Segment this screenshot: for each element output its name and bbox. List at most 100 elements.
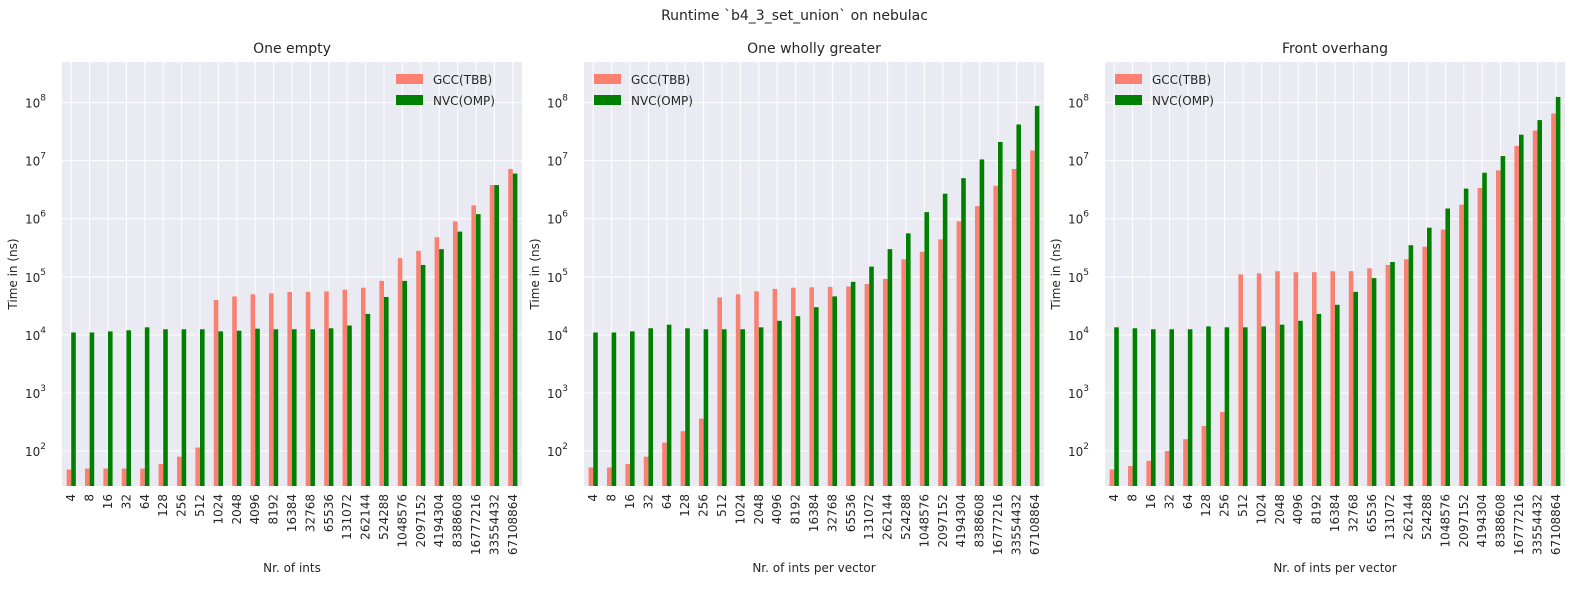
bar-nvc-omp bbox=[1316, 313, 1322, 486]
x-tick-label: 128 bbox=[678, 494, 692, 517]
y-tick-exponent: 6 bbox=[1083, 210, 1089, 220]
legend-label: GCC(TBB) bbox=[433, 73, 492, 87]
bar-gcc-tbb bbox=[1312, 272, 1317, 486]
bar-nvc-omp bbox=[1427, 227, 1432, 486]
bar-nvc-omp bbox=[1555, 96, 1561, 487]
subplot-title: One wholly greater bbox=[747, 41, 881, 57]
x-tick-label: 128 bbox=[156, 494, 170, 517]
bar-nvc-omp bbox=[648, 328, 653, 486]
bar-nvc-omp bbox=[703, 329, 709, 486]
bar-gcc-tbb bbox=[1551, 113, 1556, 486]
y-axis-label: Time in (ns) bbox=[6, 238, 20, 310]
y-tick-exponent: 8 bbox=[562, 94, 568, 104]
bar-gcc-tbb bbox=[680, 431, 686, 486]
bar-gcc-tbb bbox=[85, 468, 90, 486]
bar-gcc-tbb bbox=[158, 463, 164, 486]
bar-gcc-tbb bbox=[827, 286, 833, 486]
x-tick-label: 4 bbox=[64, 494, 78, 502]
bar-nvc-omp bbox=[630, 331, 635, 486]
bar-gcc-tbb bbox=[643, 456, 649, 486]
x-tick-label: 131072 bbox=[1383, 494, 1397, 540]
bar-gcc-tbb bbox=[195, 447, 200, 486]
bar-gcc-tbb bbox=[1238, 274, 1243, 486]
legend-label: NVC(OMP) bbox=[1152, 94, 1214, 108]
x-tick-label: 8388608 bbox=[973, 494, 987, 547]
y-tick-exponent: 4 bbox=[562, 326, 568, 336]
bar-nvc-omp bbox=[273, 329, 279, 486]
y-tick-exponent: 5 bbox=[40, 268, 46, 278]
bar-gcc-tbb bbox=[625, 463, 630, 486]
bar-gcc-tbb bbox=[324, 291, 329, 486]
x-tick-label: 1048576 bbox=[1438, 494, 1452, 547]
bar-gcc-tbb bbox=[846, 286, 851, 486]
bar-nvc-omp bbox=[961, 178, 966, 486]
y-tick-exponent: 2 bbox=[1083, 442, 1089, 452]
subplot-title: One empty bbox=[253, 41, 331, 57]
bar-nvc-omp bbox=[611, 332, 617, 486]
y-tick-label: 104 bbox=[25, 326, 46, 343]
bar-gcc-tbb bbox=[717, 297, 722, 486]
x-tick-label: 8 bbox=[605, 494, 619, 502]
bar-nvc-omp bbox=[869, 266, 874, 486]
x-tick-label: 2097152 bbox=[936, 494, 950, 547]
bar-nvc-omp bbox=[906, 233, 911, 486]
x-tick-label: 524288 bbox=[1420, 494, 1434, 540]
bar-nvc-omp bbox=[310, 329, 315, 486]
y-tick-exponent: 8 bbox=[1083, 94, 1089, 104]
bar-nvc-omp bbox=[218, 331, 223, 486]
bar-nvc-omp bbox=[666, 324, 672, 486]
legend-swatch bbox=[396, 74, 423, 84]
bar-gcc-tbb bbox=[754, 291, 759, 486]
bar-nvc-omp bbox=[1034, 105, 1040, 486]
bar-gcc-tbb bbox=[361, 287, 366, 486]
y-tick-exponent: 6 bbox=[40, 210, 46, 220]
y-axis-label: Time in (ns) bbox=[1049, 238, 1063, 310]
bar-nvc-omp bbox=[1408, 245, 1414, 486]
x-tick-label: 32768 bbox=[1346, 494, 1360, 532]
bar-nvc-omp bbox=[1335, 304, 1340, 486]
bar-nvc-omp bbox=[347, 325, 352, 486]
y-tick-label: 106 bbox=[547, 210, 568, 227]
bar-gcc-tbb bbox=[1477, 187, 1483, 486]
x-tick-label: 64 bbox=[1181, 494, 1195, 509]
y-tick-label: 107 bbox=[547, 152, 568, 169]
x-tick-label: 131072 bbox=[862, 494, 876, 540]
x-tick-label: 16777216 bbox=[991, 494, 1005, 555]
x-tick-label: 32 bbox=[1162, 494, 1176, 509]
x-tick-label: 16777216 bbox=[1512, 494, 1526, 555]
x-tick-label: 524288 bbox=[899, 494, 913, 540]
x-tick-label: 2048 bbox=[230, 494, 244, 525]
x-tick-label: 524288 bbox=[377, 494, 391, 540]
y-tick-exponent: 7 bbox=[1083, 152, 1089, 162]
legend-label: NVC(OMP) bbox=[433, 94, 495, 108]
x-tick-label: 262144 bbox=[881, 494, 895, 540]
bar-nvc-omp bbox=[402, 280, 407, 486]
y-tick-exponent: 3 bbox=[1083, 384, 1089, 394]
bar-nvc-omp bbox=[144, 327, 150, 486]
y-tick-exponent: 2 bbox=[40, 442, 46, 452]
y-tick-exponent: 6 bbox=[562, 210, 568, 220]
bar-nvc-omp bbox=[420, 264, 426, 486]
x-tick-label: 1048576 bbox=[395, 494, 409, 547]
y-tick-exponent: 3 bbox=[562, 384, 568, 394]
x-tick-label: 67108864 bbox=[1549, 494, 1563, 555]
x-tick-label: 4194304 bbox=[954, 494, 968, 547]
bar-gcc-tbb bbox=[993, 185, 998, 486]
bar-gcc-tbb bbox=[938, 239, 943, 486]
y-tick-label: 108 bbox=[1068, 94, 1089, 111]
y-tick-label: 108 bbox=[25, 94, 46, 111]
bar-nvc-omp bbox=[328, 328, 334, 486]
bar-nvc-omp bbox=[1261, 326, 1266, 486]
bar-gcc-tbb bbox=[883, 278, 888, 486]
bar-gcc-tbb bbox=[471, 205, 476, 487]
bar-gcc-tbb bbox=[453, 221, 458, 487]
legend-swatch bbox=[1115, 95, 1142, 105]
bar-nvc-omp bbox=[722, 329, 727, 486]
y-tick-label: 107 bbox=[25, 152, 46, 169]
x-tick-label: 256 bbox=[1218, 494, 1232, 517]
x-tick-label: 65536 bbox=[844, 494, 858, 532]
x-tick-label: 8192 bbox=[1310, 494, 1324, 525]
bar-gcc-tbb bbox=[489, 185, 495, 486]
